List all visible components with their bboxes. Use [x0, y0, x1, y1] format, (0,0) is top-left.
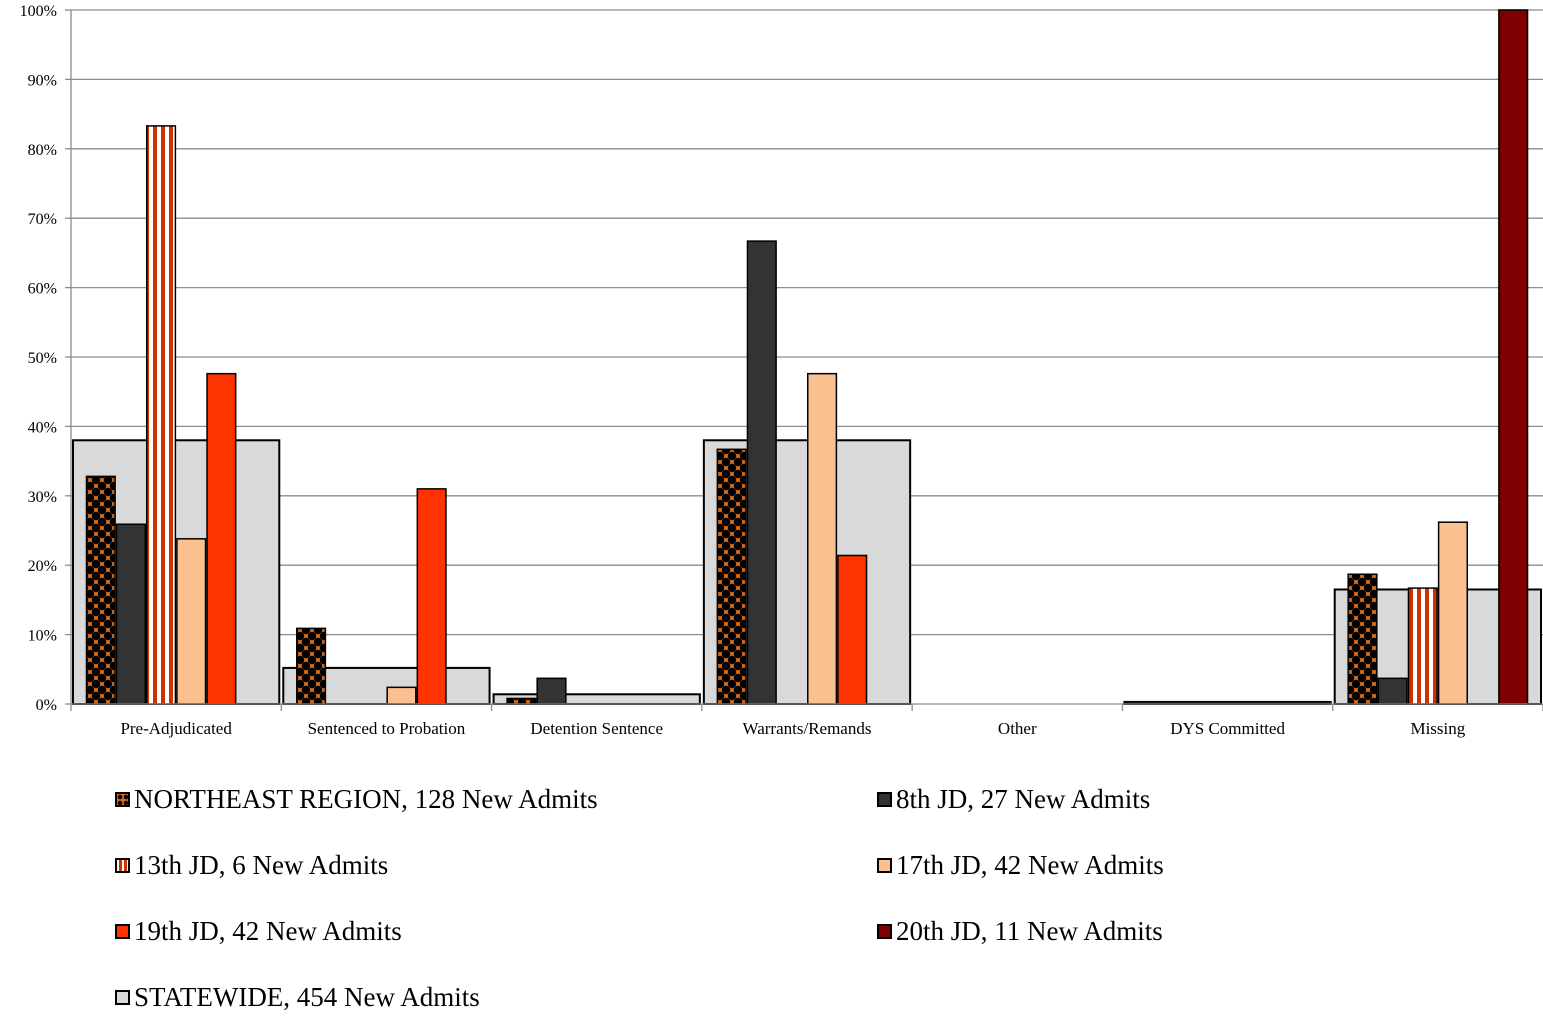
- x-category-label: Missing: [1410, 719, 1465, 738]
- y-tick-label: 80%: [28, 142, 57, 159]
- series-bar: [1437, 521, 1468, 705]
- series-bar: [716, 448, 747, 705]
- series-bar: [206, 372, 237, 705]
- statewide-bars: [72, 439, 1542, 706]
- series-bar: [146, 125, 177, 705]
- series-bar: [296, 627, 327, 705]
- y-tick-label: 70%: [28, 211, 57, 228]
- x-category-label: Sentenced to Probation: [308, 719, 466, 738]
- x-category-label: Warrants/Remands: [743, 719, 872, 738]
- series-bar: [1377, 677, 1408, 705]
- series-bar: [416, 488, 447, 705]
- axes: [65, 9, 1543, 711]
- series-bar: [85, 475, 116, 705]
- y-tick-label: 30%: [28, 489, 57, 506]
- x-category-label: Other: [998, 719, 1037, 738]
- y-tick-label: 60%: [28, 281, 57, 298]
- series-bar: [536, 677, 567, 705]
- y-tick-label: 20%: [28, 558, 57, 575]
- y-tick-label: 10%: [28, 628, 57, 645]
- y-tick-label: 50%: [28, 350, 57, 367]
- series-bar: [807, 372, 838, 705]
- series-bar: [1407, 587, 1438, 705]
- gridlines: [71, 9, 1543, 636]
- y-tick-label: 90%: [28, 72, 57, 89]
- series-bar: [1498, 9, 1529, 705]
- series-bar: [176, 538, 207, 705]
- y-tick-label: 40%: [28, 419, 57, 436]
- y-tick-label: 0%: [36, 697, 57, 714]
- x-category-label: DYS Committed: [1170, 719, 1285, 738]
- series-bar: [506, 697, 537, 705]
- x-category-label: Pre-Adjudicated: [120, 719, 232, 738]
- series-bar: [837, 554, 868, 705]
- x-category-label: Detention Sentence: [530, 719, 663, 738]
- series-bar: [1347, 573, 1378, 705]
- y-tick-label: 100%: [20, 3, 57, 20]
- series-bar: [386, 686, 417, 705]
- axis-labels: 0% 10% 20% 30% 40% 50% 60% 70% 80% 90% 100% Pre-Adj…: [20, 3, 1466, 738]
- series-bars: [85, 9, 1529, 705]
- series-bar: [746, 240, 777, 705]
- series-bar: [115, 523, 146, 705]
